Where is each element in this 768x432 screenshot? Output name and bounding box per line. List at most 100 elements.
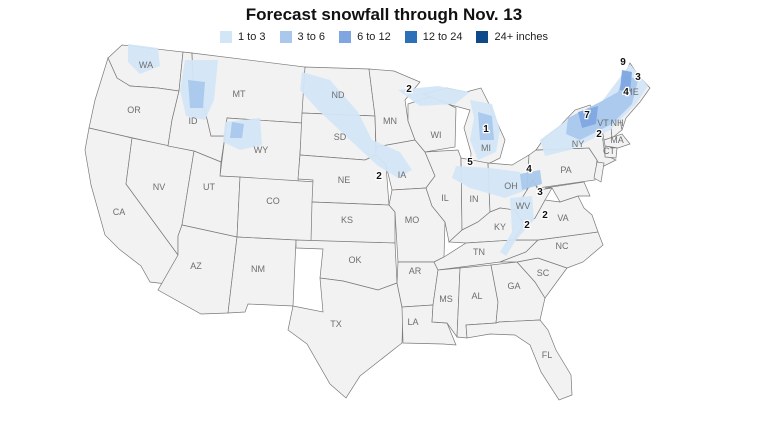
legend-item-24-plus: 24+ inches bbox=[476, 31, 548, 43]
snowfall-number: 2 bbox=[596, 129, 602, 140]
state-label: KS bbox=[341, 215, 353, 225]
state-MA bbox=[603, 133, 631, 149]
state-label: FL bbox=[542, 350, 553, 360]
legend-label: 3 to 6 bbox=[297, 31, 326, 43]
legend-swatch bbox=[339, 31, 352, 43]
state-label: MA bbox=[610, 135, 624, 145]
snowfall-numbers: 9 3 4 7 2 2 1 5 4 2 3 2 2 bbox=[375, 56, 643, 233]
state-TX bbox=[287, 277, 404, 399]
state-labels: WA OR CA NV ID MT WY UT AZ CO NM ND SD N… bbox=[113, 60, 639, 360]
state-label: TN bbox=[473, 247, 485, 257]
state-label: OH bbox=[504, 181, 518, 191]
legend-item-6-to-12: 6 to 12 bbox=[339, 31, 391, 43]
snow-zone-1-to-3 bbox=[452, 166, 526, 198]
state-label: NV bbox=[153, 182, 166, 192]
state-NJ bbox=[593, 161, 605, 183]
snowfall-number: 3 bbox=[537, 187, 543, 198]
snow-zone-1-to-3 bbox=[128, 44, 160, 74]
state-IL bbox=[424, 149, 463, 243]
state-CT bbox=[604, 145, 618, 159]
state-label: AR bbox=[409, 266, 422, 276]
state-CO bbox=[236, 176, 317, 242]
state-label: MS bbox=[439, 294, 453, 304]
state-label: NM bbox=[251, 264, 265, 274]
state-label: AZ bbox=[190, 261, 202, 271]
state-label: CT bbox=[603, 146, 615, 156]
state-label: WI bbox=[431, 130, 442, 140]
snow-zone-3-to-6 bbox=[478, 112, 494, 140]
legend-swatch bbox=[476, 31, 489, 43]
legend: 1 to 3 3 to 6 6 to 12 12 to 24 24+ inche… bbox=[0, 31, 768, 43]
state-label: NC bbox=[556, 241, 569, 251]
snow-zone-3-to-6 bbox=[520, 170, 542, 190]
state-label: VT bbox=[597, 118, 609, 128]
state-label: AL bbox=[471, 291, 482, 301]
state-label: CO bbox=[266, 196, 280, 206]
snow-zone-1-to-3 bbox=[398, 86, 470, 106]
snowfall-overlay bbox=[128, 44, 648, 256]
snowfall-number: 2 bbox=[406, 84, 412, 95]
state-NC bbox=[499, 231, 604, 269]
state-label: KY bbox=[494, 222, 506, 232]
snow-zone-1-to-3 bbox=[500, 196, 534, 256]
snow-zone-1-to-3 bbox=[300, 72, 412, 178]
state-label: NH bbox=[611, 118, 624, 128]
state-label: IA bbox=[398, 170, 407, 180]
snowfall-number: 2 bbox=[376, 171, 382, 182]
state-label: ME bbox=[625, 87, 639, 97]
state-label: MT bbox=[233, 89, 246, 99]
legend-item-1-to-3: 1 to 3 bbox=[220, 31, 266, 43]
snowfall-number: 2 bbox=[542, 210, 548, 221]
state-label: WV bbox=[516, 201, 531, 211]
state-label: SC bbox=[537, 268, 550, 278]
state-NM bbox=[227, 236, 297, 314]
state-label: OR bbox=[127, 105, 141, 115]
snow-zone-3-to-6 bbox=[230, 122, 244, 138]
legend-swatch bbox=[404, 31, 417, 43]
snowfall-number: 2 bbox=[524, 220, 530, 231]
state-label: ND bbox=[332, 90, 345, 100]
legend-label: 24+ inches bbox=[494, 31, 548, 43]
state-label: SD bbox=[334, 132, 347, 142]
state-label: MN bbox=[383, 116, 397, 126]
snowfall-number: 1 bbox=[483, 124, 489, 135]
state-label: CA bbox=[113, 207, 126, 217]
snowfall-number: 3 bbox=[635, 72, 641, 83]
map-title: Forecast snowfall through Nov. 13 bbox=[245, 5, 523, 24]
state-label: WA bbox=[139, 60, 153, 70]
legend-item-12-to-24: 12 to 24 bbox=[404, 31, 463, 43]
state-label: OK bbox=[348, 255, 361, 265]
legend-label: 12 to 24 bbox=[422, 31, 463, 43]
legend-item-3-to-6: 3 to 6 bbox=[279, 31, 326, 43]
state-label: MO bbox=[405, 215, 420, 225]
state-label: UT bbox=[203, 182, 215, 192]
state-label: PA bbox=[560, 165, 571, 175]
state-label: NY bbox=[572, 139, 585, 149]
snowfall-number: 7 bbox=[584, 110, 590, 121]
state-label: TX bbox=[330, 319, 342, 329]
state-label: IN bbox=[470, 194, 479, 204]
state-label: VA bbox=[557, 213, 568, 223]
state-label: MI bbox=[481, 143, 491, 153]
legend-label: 1 to 3 bbox=[238, 31, 266, 43]
legend-label: 6 to 12 bbox=[357, 31, 391, 43]
snowfall-number: 4 bbox=[526, 164, 532, 175]
legend-swatch bbox=[279, 31, 292, 43]
state-label: ID bbox=[189, 116, 199, 126]
legend-swatch bbox=[220, 31, 232, 43]
snow-zone-3-to-6 bbox=[188, 80, 205, 108]
snowfall-number: 9 bbox=[620, 57, 626, 68]
state-KS bbox=[310, 201, 396, 244]
state-label: WY bbox=[254, 145, 269, 155]
state-label: GA bbox=[507, 281, 520, 291]
snowfall-number: 5 bbox=[467, 157, 473, 168]
snow-zone-6-to-12 bbox=[578, 106, 598, 128]
snow-zone-6-to-12 bbox=[620, 70, 632, 92]
state-label: IL bbox=[441, 193, 449, 203]
state-label: LA bbox=[407, 317, 418, 327]
state-MD bbox=[544, 181, 591, 203]
snowfall-number: 4 bbox=[623, 87, 629, 98]
state-FL bbox=[465, 319, 573, 401]
state-label: NE bbox=[338, 175, 351, 185]
